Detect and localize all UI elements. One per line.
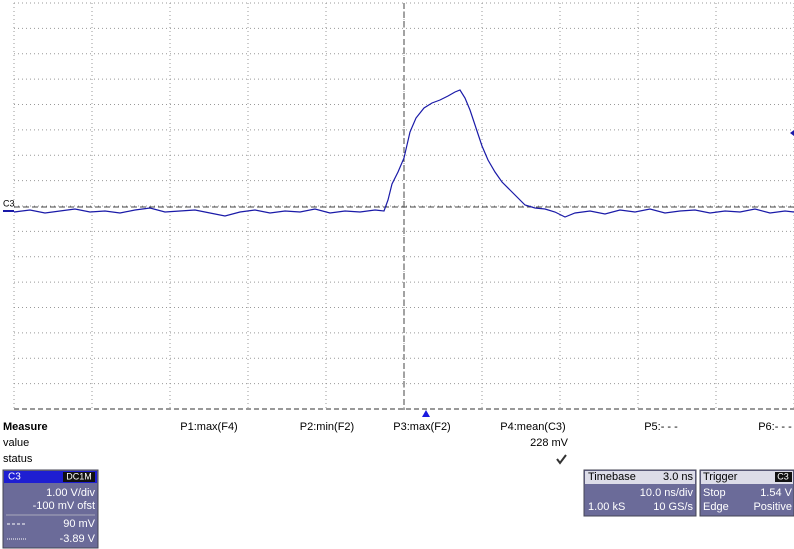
trigger-type: Edge [703,501,729,513]
param-label: P3:max(F2) [393,421,450,433]
timebase-header [585,471,695,484]
timebase-title: Timebase [588,471,636,483]
delay: 3.0 ns [663,471,693,483]
channel-name: C3 [8,472,21,483]
samples: 1.00 kS [588,501,625,513]
row-label: status [3,453,33,465]
trigger-level [790,130,794,136]
coupling-badge [63,472,95,482]
trigger-header [701,471,793,484]
trigger-slope: Positive [753,501,792,513]
trigger-mode: Stop [703,487,726,499]
measure-title: Measure [3,421,48,433]
row-label: value [3,437,29,449]
param-label: P6:- - - [758,421,792,433]
coupling: DC1M [66,471,92,481]
trigger-title: Trigger [703,471,738,483]
status-check [556,454,567,465]
params: P1:max(F4) P2:min(F2) P3:max(F2) P4:mean(C3… [180,421,792,433]
offset: -100 mV ofst [33,500,95,512]
param-label: P4:mean(C3) [500,421,565,433]
meas1: 90 mV [63,518,95,530]
trigger-level-text: 1.54 V [760,487,792,499]
tdiv: 10.0 ns/div [640,487,694,499]
source-badge [775,472,792,482]
param-label: P1:max(F4) [180,421,237,433]
param-value: 228 mV [530,437,569,449]
param-label: P5:- - - [644,421,678,433]
waveform [13,89,794,218]
rate: 10 GS/s [653,501,693,513]
channel-marker: C3 [3,198,15,208]
meas2: -3.89 V [60,533,96,545]
trigger-position [422,410,430,417]
param-label: P2:min(F2) [300,421,354,433]
channel-marker-bg [3,200,14,214]
source: C3 [777,471,789,481]
vdiv: 1.00 V/div [46,487,95,499]
